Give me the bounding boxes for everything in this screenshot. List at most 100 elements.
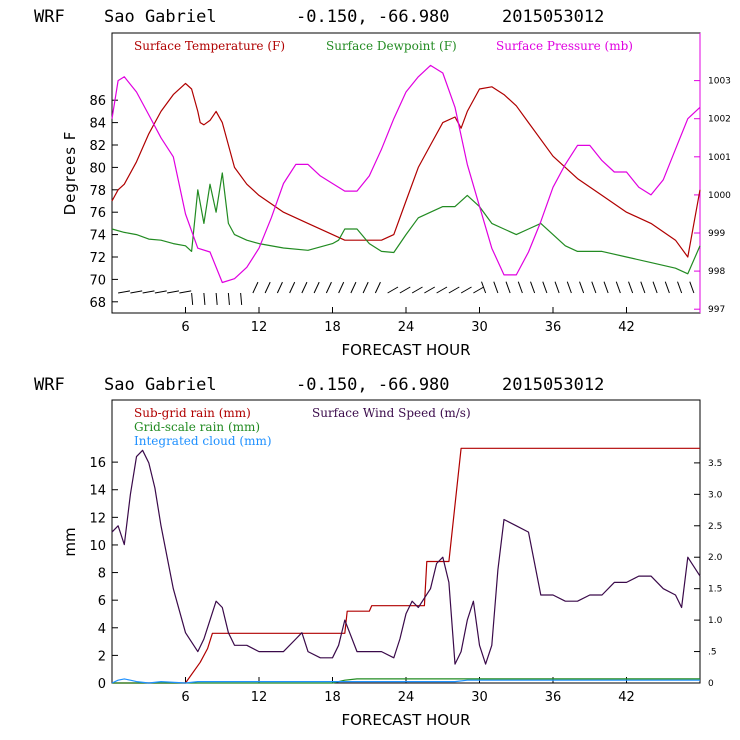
wind-barb bbox=[154, 290, 167, 294]
wind-barb bbox=[603, 281, 609, 294]
wind-barb bbox=[289, 281, 296, 294]
panel-1-y-axis-label: Degrees F bbox=[61, 131, 79, 216]
wind-barb bbox=[424, 286, 436, 294]
y2-tick-label: 1001 bbox=[708, 153, 731, 163]
panel-1-header-station: Sao Gabriel bbox=[104, 7, 217, 27]
wind-barb bbox=[664, 281, 670, 294]
wind-barb bbox=[130, 290, 143, 294]
x-tick-label: 24 bbox=[398, 320, 415, 335]
panel-1-x-ticks: 6 12 18 24 30 36 42 bbox=[181, 307, 635, 335]
series-line-surface-pressure-mb bbox=[111, 64, 701, 284]
panel-1-x-axis-label: FORECAST HOUR bbox=[341, 341, 470, 359]
wind-barb bbox=[517, 281, 523, 294]
y-tick-label: 0 bbox=[98, 677, 106, 692]
wind-barb bbox=[203, 292, 206, 305]
wind-barb bbox=[530, 281, 536, 294]
wind-barb bbox=[338, 281, 345, 294]
y-tick-label: 12 bbox=[89, 511, 106, 526]
y-tick-label: 76 bbox=[89, 206, 106, 221]
wind-barb bbox=[542, 281, 548, 294]
y2-tick-label: 1002 bbox=[708, 115, 731, 125]
y2-tick-label: 2.0 bbox=[708, 553, 723, 563]
legend-gridscale-rain: Grid-scale rain (mm) bbox=[134, 420, 260, 434]
y2-tick-label: 0 bbox=[708, 679, 714, 689]
wind-barb bbox=[481, 281, 487, 294]
wind-barb bbox=[640, 281, 646, 294]
wind-barb bbox=[677, 281, 683, 294]
wind-barb bbox=[591, 281, 597, 294]
y2-tick-label: 1.0 bbox=[708, 616, 723, 626]
wind-barb bbox=[411, 286, 423, 294]
wind-barb bbox=[448, 286, 460, 294]
panel-1-header-coords: -0.150, -66.980 bbox=[296, 7, 450, 27]
wind-barb bbox=[350, 281, 357, 294]
panel-1-y-ticks: 68 70 72 74 76 78 80 82 84 86 bbox=[89, 94, 118, 311]
wind-barb bbox=[325, 281, 332, 294]
x-tick-label: 18 bbox=[324, 690, 341, 705]
wind-barb bbox=[301, 281, 308, 294]
wind-barb bbox=[276, 281, 283, 294]
wind-barb bbox=[460, 286, 472, 294]
panel-2-header-init: 2015053012 bbox=[502, 375, 604, 395]
legend-surface-pressure: Surface Pressure (mb) bbox=[496, 39, 633, 53]
wind-barb bbox=[313, 281, 320, 294]
x-tick-label: 24 bbox=[398, 690, 415, 705]
x-tick-label: 36 bbox=[545, 320, 562, 335]
y-tick-label: 10 bbox=[89, 539, 106, 554]
wind-barb bbox=[252, 281, 259, 294]
series-line-surface-wind-speed-m-s bbox=[111, 449, 701, 665]
panel-2-y-axis-label: mm bbox=[61, 527, 79, 556]
x-tick-label: 30 bbox=[471, 320, 488, 335]
x-tick-label: 30 bbox=[471, 690, 488, 705]
x-tick-label: 36 bbox=[545, 690, 562, 705]
series-line-surface-dewpoint-f bbox=[111, 172, 701, 275]
legend-integrated-cloud: Integrated cloud (mm) bbox=[134, 434, 272, 448]
wind-barb bbox=[628, 281, 634, 294]
panel-2-x-axis-label: FORECAST HOUR bbox=[341, 711, 470, 729]
wind-barb bbox=[615, 281, 621, 294]
wind-barb bbox=[554, 281, 560, 294]
wind-barb bbox=[579, 281, 585, 294]
wind-barb bbox=[652, 281, 658, 294]
y-tick-label: 78 bbox=[89, 184, 106, 199]
x-tick-label: 12 bbox=[251, 690, 268, 705]
x-tick-label: 42 bbox=[618, 320, 635, 335]
y-tick-label: 74 bbox=[89, 229, 106, 244]
wind-barb bbox=[215, 292, 218, 305]
series-line-grid-scale-rain-mm bbox=[112, 678, 700, 684]
wind-barb bbox=[399, 286, 411, 294]
wind-barb bbox=[227, 292, 230, 305]
wind-barb bbox=[473, 286, 485, 294]
wind-barb bbox=[362, 281, 369, 294]
x-tick-label: 6 bbox=[181, 320, 189, 335]
wind-barb bbox=[436, 286, 448, 294]
wind-barb bbox=[505, 281, 511, 294]
panel-2-header-station: Sao Gabriel bbox=[104, 375, 217, 395]
wind-barb bbox=[179, 290, 192, 294]
legend-surface-wind-speed: Surface Wind Speed (m/s) bbox=[312, 406, 471, 420]
panel-1-y2-ticks: 997 998 999 1000 1001 1002 1003 bbox=[694, 77, 731, 315]
y-tick-label: 6 bbox=[98, 594, 106, 609]
panel-1-header-model: WRF bbox=[34, 7, 65, 27]
y2-tick-label: .5 bbox=[708, 648, 717, 658]
panel-1-header-init: 2015053012 bbox=[502, 7, 604, 27]
y-tick-label: 82 bbox=[89, 139, 106, 154]
y-tick-label: 68 bbox=[89, 296, 106, 311]
y2-tick-label: 2.5 bbox=[708, 522, 722, 532]
y-tick-label: 80 bbox=[89, 161, 106, 176]
y-tick-label: 84 bbox=[89, 117, 106, 132]
wind-barb bbox=[142, 290, 155, 294]
wind-barb bbox=[566, 281, 572, 294]
y2-tick-label: 997 bbox=[708, 305, 725, 315]
y2-tick-label: 3.0 bbox=[708, 490, 723, 500]
y-tick-label: 70 bbox=[89, 273, 106, 288]
legend-subgrid-rain: Sub-grid rain (mm) bbox=[134, 406, 251, 420]
x-tick-label: 18 bbox=[324, 320, 341, 335]
y2-tick-label: 3.5 bbox=[708, 459, 722, 469]
y2-tick-label: 1000 bbox=[708, 191, 731, 201]
y2-tick-label: 1.5 bbox=[708, 585, 722, 595]
series-line-integrated-cloud-mm bbox=[111, 678, 700, 684]
y-tick-label: 2 bbox=[98, 649, 106, 664]
wind-barb bbox=[264, 281, 271, 294]
